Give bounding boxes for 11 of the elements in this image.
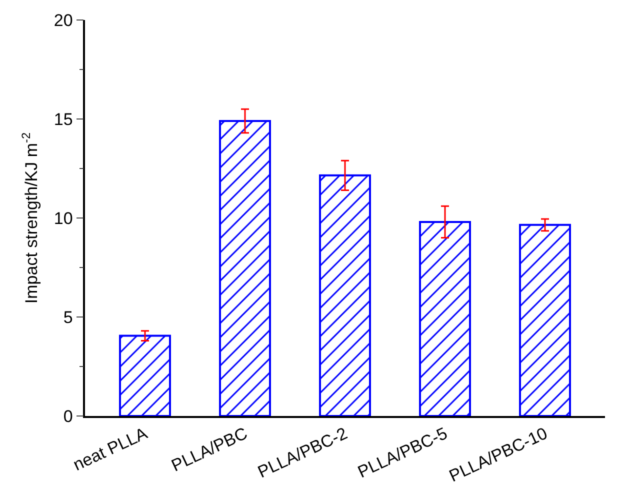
y-tick-label: 0 [63, 406, 73, 426]
y-tick-label: 20 [54, 10, 73, 30]
y-tick-label: 15 [54, 110, 73, 129]
bar [219, 120, 271, 416]
bar [519, 224, 571, 416]
bar [119, 334, 171, 416]
y-tick-label: 5 [63, 308, 73, 327]
bar [319, 174, 371, 416]
x-tick-label: neat PLLA [70, 423, 151, 475]
y-tick-label: 10 [54, 208, 73, 228]
bar [419, 220, 471, 416]
